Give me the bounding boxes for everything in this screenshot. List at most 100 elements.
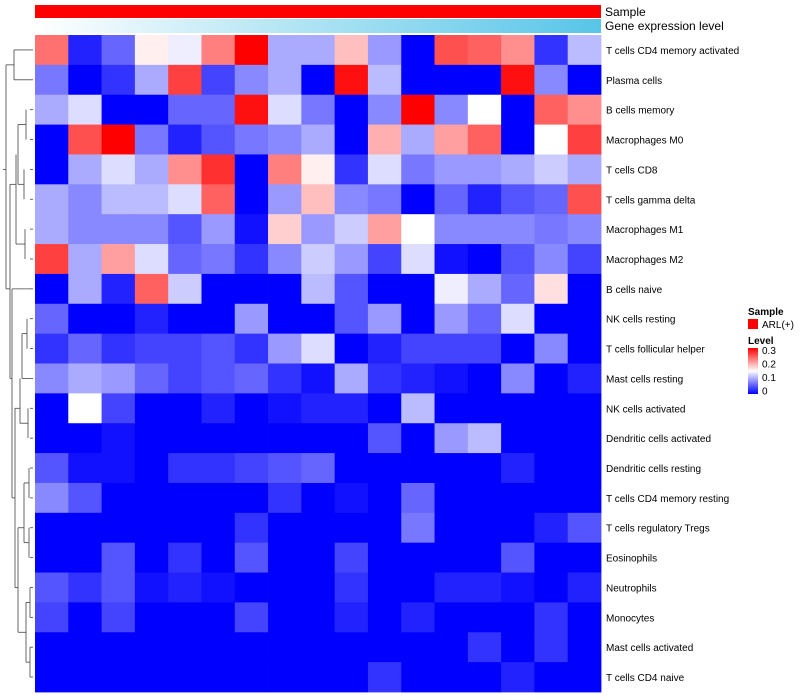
heatmap-cell (35, 184, 69, 215)
row-label: B cells memory (606, 106, 674, 117)
heatmap-cell (168, 333, 202, 364)
heatmap-cell (201, 423, 236, 454)
heatmap-cell (101, 303, 136, 335)
heatmap-cell (35, 602, 69, 633)
heatmap-cell (268, 273, 302, 305)
heatmap-cell (68, 602, 102, 633)
heatmap-cell (268, 35, 302, 66)
heatmap-cell (68, 542, 102, 573)
heatmap-cell (101, 632, 136, 663)
heatmap-cell (101, 214, 136, 245)
heatmap-cell (268, 632, 302, 663)
heatmap-cell (534, 94, 569, 125)
heatmap-cell (68, 572, 102, 603)
heatmap-cell (301, 662, 336, 693)
heatmap-cell (268, 572, 302, 603)
heatmap-cell (268, 662, 302, 693)
heatmap-cell (134, 124, 169, 155)
heatmap-cell (334, 64, 369, 96)
heatmap-cell (567, 64, 602, 96)
heatmap-cell (567, 632, 602, 663)
row-label: NK cells resting (606, 315, 675, 326)
heatmap-cell (101, 423, 136, 454)
heatmap-cell (101, 94, 136, 125)
heatmap-cell (401, 632, 435, 663)
heatmap-cell (467, 154, 502, 185)
row-labels: T cells CD4 memory activated Plasma cells… (606, 46, 739, 684)
heatmap-cell (134, 94, 169, 125)
heatmap-cell (101, 602, 136, 633)
heatmap-cell (434, 64, 469, 96)
heatmap-cell (134, 64, 169, 96)
heatmap-cell (334, 333, 369, 364)
heatmap-cell (35, 363, 69, 394)
heatmap-cell (301, 572, 336, 603)
heatmap-cell (168, 35, 202, 66)
heatmap-cell (234, 94, 269, 125)
heatmap-cell (334, 572, 369, 603)
heatmap-cell (234, 363, 269, 394)
heatmap-cell (35, 154, 69, 185)
legend-level-colorbar (748, 348, 758, 394)
heatmap-cell (401, 572, 435, 603)
heatmap-cell (367, 154, 402, 185)
heatmap-cell (567, 602, 602, 633)
heatmap-cell (234, 512, 269, 544)
heatmap-cell (434, 184, 469, 215)
heatmap-cell (401, 482, 435, 514)
heatmap-cell (134, 572, 169, 603)
gene-expression-track-bar (35, 19, 601, 33)
heatmap-cell (367, 214, 402, 245)
heatmap-cell (501, 333, 535, 364)
heatmap-cell (201, 64, 236, 96)
heatmap-cell (501, 94, 535, 125)
heatmap-cell (268, 333, 302, 364)
heatmap-cell (534, 154, 569, 185)
heatmap-cell (201, 184, 236, 215)
heatmap-cell (134, 273, 169, 305)
row-label: Mast cells activated (606, 643, 693, 654)
heatmap-cell (401, 303, 435, 335)
heatmap-cell (35, 273, 69, 305)
row-label: T cells CD4 memory resting (606, 494, 729, 505)
heatmap-cell (367, 273, 402, 305)
heatmap-cell (134, 363, 169, 394)
heatmap-cell (201, 244, 236, 275)
heatmap-cell (467, 214, 502, 245)
heatmap-cell (301, 184, 336, 215)
legend-tick-label: 0.2 (762, 360, 776, 371)
heatmap-cell (234, 662, 269, 693)
heatmap-cell (501, 482, 535, 514)
heatmap-cell (234, 244, 269, 275)
heatmap-cell (234, 64, 269, 96)
heatmap-cell (268, 303, 302, 335)
heatmap-cell (101, 184, 136, 215)
heatmap-cell (534, 542, 569, 573)
row-label: Dendritic cells resting (606, 464, 701, 475)
heatmap-cell (534, 662, 569, 693)
heatmap-cell (301, 214, 336, 245)
heatmap-cell (367, 393, 402, 424)
heatmap-cell (134, 393, 169, 424)
heatmap-cell (301, 482, 336, 514)
heatmap-cell (501, 602, 535, 633)
heatmap-cell (234, 273, 269, 305)
row-label: Neutrophils (606, 584, 657, 595)
heatmap-cell (168, 124, 202, 155)
heatmap-cell (68, 154, 102, 185)
heatmap-cell (401, 363, 435, 394)
heatmap-cell (567, 303, 602, 335)
heatmap-cell (234, 35, 269, 66)
heatmap-cell (334, 124, 369, 155)
heatmap-cell (367, 512, 402, 544)
heatmap-cell (201, 602, 236, 633)
heatmap-cell (234, 214, 269, 245)
heatmap-cell (434, 214, 469, 245)
heatmap-cell (467, 662, 502, 693)
heatmap-cell (401, 393, 435, 424)
heatmap-cell (201, 35, 236, 66)
heatmap-cell (534, 64, 569, 96)
row-label: Macrophages M1 (606, 225, 684, 236)
gene-expression-track-label: Gene expression level (605, 19, 724, 33)
heatmap-cell (201, 94, 236, 125)
